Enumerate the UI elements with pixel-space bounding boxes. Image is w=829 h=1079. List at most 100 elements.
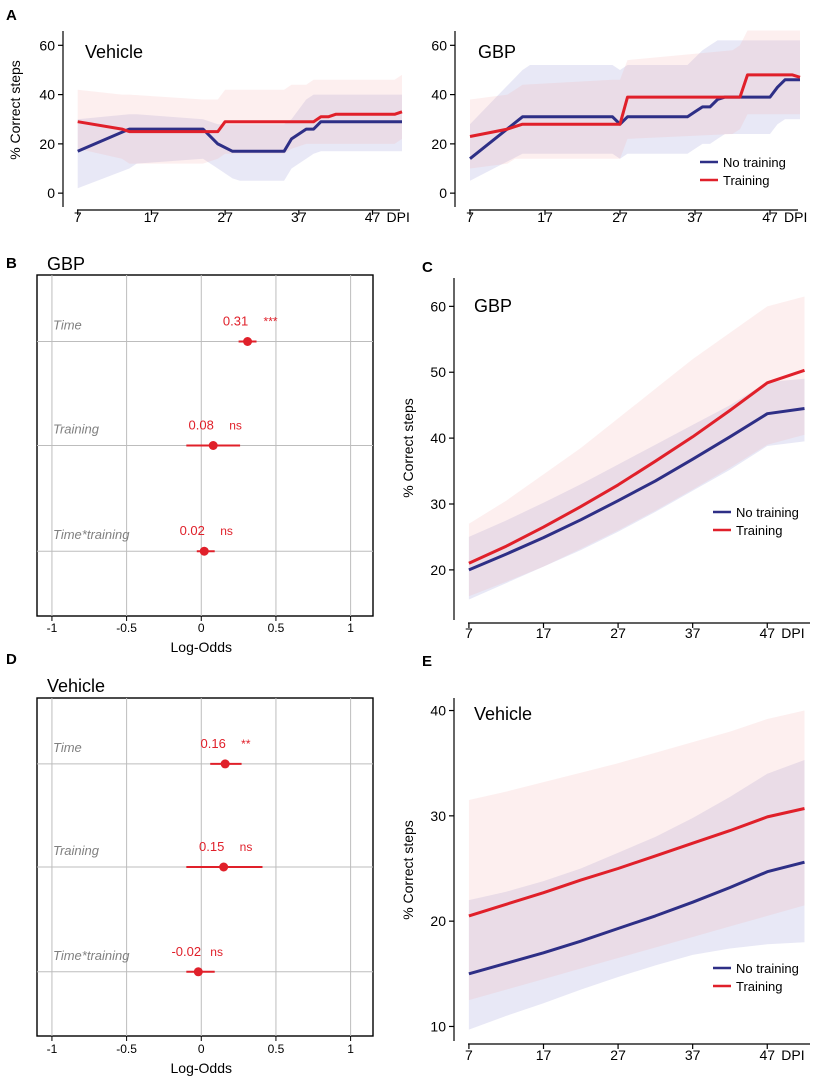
significance-label: ns bbox=[220, 524, 233, 538]
chart-title: GBP bbox=[474, 296, 512, 316]
confidence-band-training bbox=[468, 710, 805, 1001]
series-line-training bbox=[468, 807, 805, 918]
panel-B: B GBP -1 -0.5 0 0.5 1 Log-Odds Time 0.31 *** Traini… bbox=[6, 254, 374, 655]
significance-label: ns bbox=[210, 945, 223, 959]
x-tick-label: -1 bbox=[47, 1042, 58, 1056]
y-tick-label: 30 bbox=[430, 496, 446, 512]
legend-label-training: Training bbox=[736, 979, 782, 994]
panel-C: C 20 30 40 50 60 7 17 27 37 47 DPI % Correct steps GB… bbox=[400, 259, 810, 641]
y-tick-label: 30 bbox=[430, 808, 446, 824]
y-tick-label: 40 bbox=[430, 703, 446, 719]
y-tick-label: 0 bbox=[439, 185, 447, 201]
estimate-point bbox=[199, 546, 209, 556]
x-tick-label: 7 bbox=[465, 625, 473, 641]
panel-letter: C bbox=[422, 259, 433, 276]
y-tick-label: 50 bbox=[430, 364, 446, 380]
confidence-band-training bbox=[468, 296, 805, 597]
x-tick-label: -0.5 bbox=[116, 1042, 137, 1056]
legend-label-no_training: No training bbox=[723, 155, 786, 170]
x-axis-label: DPI bbox=[781, 1047, 804, 1063]
x-tick-label: 37 bbox=[291, 209, 307, 225]
term-label: Time bbox=[53, 317, 82, 332]
term-label: Time*training bbox=[53, 948, 130, 963]
x-axis-label: Log-Odds bbox=[171, 639, 232, 655]
x-tick-label: 17 bbox=[144, 209, 160, 225]
y-tick-label: 20 bbox=[430, 562, 446, 578]
x-tick-label: 37 bbox=[685, 1047, 701, 1063]
series-line-no_training bbox=[468, 860, 805, 976]
estimate-label: 0.08 bbox=[189, 418, 214, 433]
series-line-training bbox=[77, 110, 403, 134]
series-line-no_training bbox=[468, 407, 805, 572]
estimate-point bbox=[193, 967, 203, 977]
x-tick-label: 47 bbox=[762, 209, 778, 225]
panel-letter: B bbox=[6, 255, 17, 272]
panel-D: D Vehicle -1 -0.5 0 0.5 1 Log-Odds Time 0.16 ** Tra… bbox=[6, 651, 374, 1076]
estimate-point bbox=[243, 336, 253, 346]
chart-title: Vehicle bbox=[47, 676, 105, 696]
term-label: Time*training bbox=[53, 527, 130, 542]
series-line-training bbox=[469, 73, 801, 138]
legend-label-training: Training bbox=[736, 523, 782, 538]
x-tick-label: 1 bbox=[347, 1042, 354, 1056]
chart-title: GBP bbox=[478, 42, 516, 62]
y-tick-label: 60 bbox=[39, 37, 55, 53]
legend-label-no_training: No training bbox=[736, 505, 799, 520]
x-tick-label: 47 bbox=[759, 625, 775, 641]
x-tick-label: 0.5 bbox=[268, 1042, 285, 1056]
legend-label-training: Training bbox=[723, 173, 769, 188]
chart-title: Vehicle bbox=[474, 704, 532, 724]
estimate-label: 0.02 bbox=[180, 523, 205, 538]
x-tick-label: 0.5 bbox=[268, 621, 285, 635]
x-tick-label: 7 bbox=[74, 209, 82, 225]
x-tick-label: 47 bbox=[759, 1047, 775, 1063]
confidence-band-training bbox=[77, 74, 402, 164]
x-axis-label: Log-Odds bbox=[171, 1060, 232, 1076]
x-axis-label: DPI bbox=[784, 209, 807, 225]
x-tick-label: -1 bbox=[47, 621, 58, 635]
x-tick-label: 27 bbox=[610, 625, 626, 641]
x-tick-label: 0 bbox=[198, 1042, 205, 1056]
estimate-label: 0.31 bbox=[223, 313, 248, 328]
x-tick-label: 7 bbox=[466, 209, 474, 225]
y-axis-label: % Correct steps bbox=[400, 820, 416, 920]
panel-A-vehicle: A 0 20 40 60 7 17 27 37 47 DPI % Correct steps Vehic… bbox=[6, 7, 410, 225]
significance-label: ns bbox=[229, 419, 242, 433]
x-tick-label: 47 bbox=[365, 209, 381, 225]
y-tick-label: 20 bbox=[39, 136, 55, 152]
y-tick-label: 60 bbox=[431, 37, 447, 53]
significance-label: ns bbox=[240, 840, 253, 854]
estimate-label: 0.16 bbox=[201, 736, 226, 751]
legend-label-no_training: No training bbox=[736, 961, 799, 976]
y-tick-label: 40 bbox=[431, 87, 447, 103]
term-label: Time bbox=[53, 740, 82, 755]
estimate-label: 0.15 bbox=[199, 839, 224, 854]
estimate-point bbox=[220, 759, 230, 769]
term-label: Training bbox=[53, 843, 100, 858]
x-axis-label: DPI bbox=[387, 209, 410, 225]
significance-label: *** bbox=[264, 314, 278, 328]
x-tick-label: 0 bbox=[198, 621, 205, 635]
x-tick-label: 7 bbox=[465, 1047, 473, 1063]
confidence-band-no_training bbox=[470, 40, 800, 181]
confidence-band-training bbox=[470, 30, 800, 169]
series-line-no_training bbox=[77, 120, 402, 153]
x-tick-label: 27 bbox=[612, 209, 628, 225]
y-tick-label: 20 bbox=[430, 913, 446, 929]
y-tick-label: 40 bbox=[39, 87, 55, 103]
panel-letter: E bbox=[422, 653, 432, 670]
x-tick-label: 1 bbox=[347, 621, 354, 635]
x-tick-label: 27 bbox=[610, 1047, 626, 1063]
y-tick-label: 10 bbox=[430, 1018, 446, 1034]
chart-title: Vehicle bbox=[85, 42, 143, 62]
y-axis-label: % Correct steps bbox=[7, 60, 23, 160]
confidence-band-no_training bbox=[468, 760, 805, 1030]
y-tick-label: 40 bbox=[430, 430, 446, 446]
x-tick-label: 17 bbox=[536, 625, 552, 641]
panel-E: E 10 20 30 40 7 17 27 37 47 DPI % Correct steps Vehi… bbox=[400, 653, 810, 1063]
x-tick-label: 37 bbox=[687, 209, 703, 225]
x-tick-label: 37 bbox=[685, 625, 701, 641]
panel-A-gbp: 0 20 40 60 7 17 27 37 47 DPI GBP No training Trainin… bbox=[431, 30, 807, 225]
x-axis-label: DPI bbox=[781, 625, 804, 641]
